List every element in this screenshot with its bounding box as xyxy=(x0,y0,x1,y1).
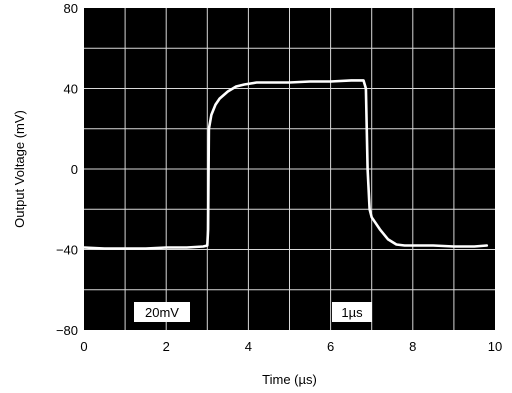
vertical-scale-label-box xyxy=(134,302,190,322)
scale-label-boxes: 20mV 1µs xyxy=(134,302,372,322)
x-tick-label: 6 xyxy=(327,339,334,354)
y-tick-labels: 80 40 0 −40 −80 xyxy=(56,1,78,338)
grid-lines xyxy=(84,8,495,330)
horizontal-scale-label-box xyxy=(332,302,372,322)
y-tick-label: −40 xyxy=(56,243,78,258)
y-tick-label: 0 xyxy=(71,162,78,177)
y-tick-label: 80 xyxy=(64,1,78,16)
y-axis-title: Output Voltage (mV) xyxy=(12,110,27,228)
x-tick-label: 10 xyxy=(488,339,502,354)
y-tick-label: 40 xyxy=(64,82,78,97)
x-tick-labels: 0 2 4 6 8 10 xyxy=(80,339,502,354)
x-tick-label: 0 xyxy=(80,339,87,354)
voltage-trace xyxy=(82,79,489,250)
vertical-scale-label: 20mV xyxy=(145,305,179,320)
x-tick-label: 4 xyxy=(245,339,252,354)
x-tick-label: 8 xyxy=(409,339,416,354)
x-axis-title: Time (µs) xyxy=(262,372,317,387)
trace-group xyxy=(82,79,489,250)
horizontal-scale-label: 1µs xyxy=(341,305,363,320)
x-tick-label: 2 xyxy=(163,339,170,354)
y-tick-label: −80 xyxy=(56,323,78,338)
